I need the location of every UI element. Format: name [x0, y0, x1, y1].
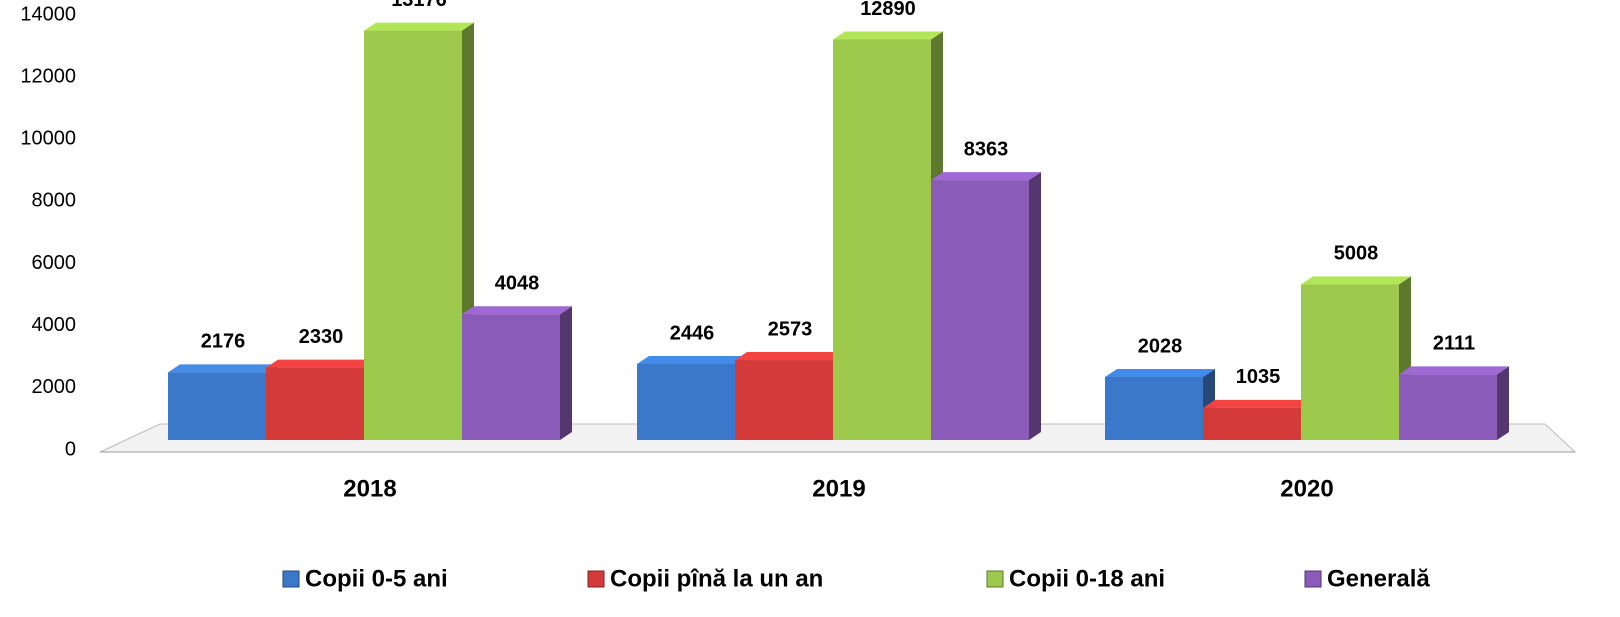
bar — [1399, 374, 1497, 440]
y-tick-label: 0 — [65, 438, 76, 460]
legend-swatch — [282, 570, 300, 588]
legend-swatch — [1304, 570, 1322, 588]
value-label: 2028 — [1138, 335, 1183, 357]
value-label: 13176 — [391, 0, 447, 11]
value-label: 2330 — [299, 326, 344, 348]
bar-top — [364, 22, 474, 31]
legend-swatch — [986, 570, 1004, 588]
bar-top — [462, 306, 572, 315]
y-tick-label: 10000 — [20, 128, 76, 150]
bar — [266, 367, 364, 440]
bar — [735, 360, 833, 440]
y-tick-label: 14000 — [20, 3, 76, 25]
value-label: 5008 — [1334, 243, 1379, 265]
bar — [637, 363, 735, 440]
bar — [1105, 376, 1203, 440]
value-label: 1035 — [1236, 366, 1281, 388]
value-label: 2446 — [670, 322, 715, 344]
value-label: 4048 — [495, 273, 540, 295]
x-tick-label: 2018 — [343, 475, 396, 502]
bar-side — [560, 306, 572, 440]
x-tick-label: 2020 — [1280, 475, 1333, 502]
value-label: 2573 — [768, 318, 813, 340]
bar — [1203, 407, 1301, 440]
bar-top — [833, 31, 943, 40]
bar-top — [1105, 368, 1215, 377]
value-label: 12890 — [860, 0, 916, 20]
bar — [931, 180, 1029, 440]
bar-top — [1203, 399, 1313, 408]
y-tick-label: 8000 — [32, 190, 77, 212]
bar-side — [1029, 172, 1041, 440]
bar — [1301, 284, 1399, 440]
bar-top — [168, 364, 278, 373]
legend-label: Copii pînă la un an — [610, 565, 823, 592]
bar-top — [637, 355, 747, 364]
y-tick-label: 6000 — [32, 252, 77, 274]
legend-label: Copii 0-5 ani — [305, 565, 448, 592]
value-label: 2176 — [201, 331, 246, 353]
y-tick-label: 2000 — [32, 376, 77, 398]
x-tick-label: 2019 — [812, 475, 865, 502]
bar-top — [266, 359, 376, 368]
legend-label: Copii 0-18 ani — [1009, 565, 1165, 592]
bar — [364, 30, 462, 441]
bar-side — [1497, 366, 1509, 440]
bar — [833, 39, 931, 440]
value-label: 8363 — [964, 138, 1009, 160]
y-tick-label: 12000 — [20, 65, 76, 87]
bar-top — [1399, 366, 1509, 375]
legend-swatch — [587, 570, 605, 588]
bar — [462, 314, 560, 440]
y-tick-label: 4000 — [32, 314, 77, 336]
bar-top — [931, 172, 1041, 181]
bar-top — [735, 352, 845, 361]
bar-top — [1301, 276, 1411, 285]
legend-label: Generală — [1327, 565, 1430, 592]
value-label: 2111 — [1433, 333, 1475, 355]
bar — [168, 372, 266, 440]
